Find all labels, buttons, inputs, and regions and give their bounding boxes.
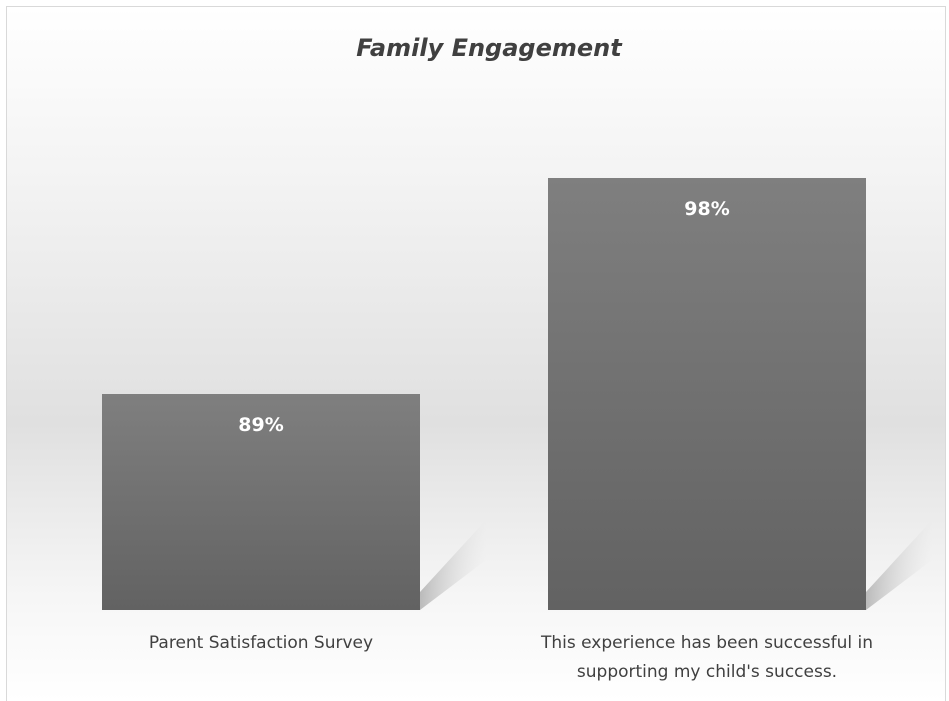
bar-shadow — [866, 520, 932, 610]
bar — [102, 394, 420, 610]
bar-shadow — [420, 520, 486, 610]
category-label: supporting my child's success. — [577, 662, 837, 682]
category-label: Parent Satisfaction Survey — [149, 633, 373, 653]
bar — [548, 178, 866, 610]
chart-title: Family Engagement — [356, 34, 623, 62]
data-label: 89% — [238, 414, 283, 436]
data-label: 98% — [684, 198, 729, 220]
category-label: This experience has been successful in — [540, 633, 873, 653]
